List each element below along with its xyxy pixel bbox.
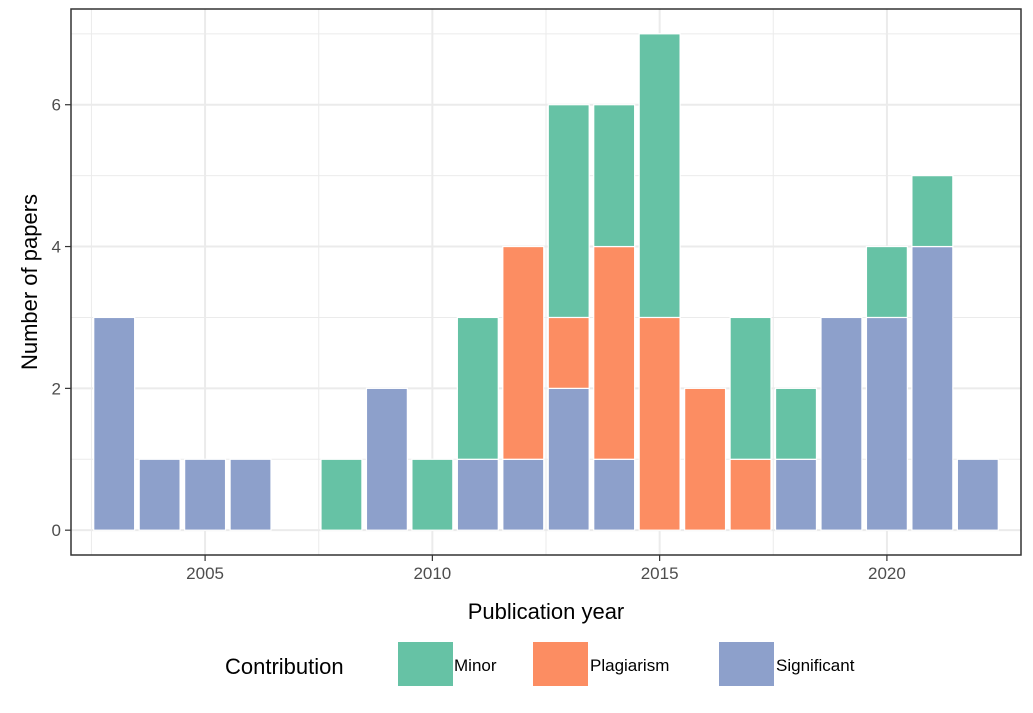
bar-plagiarism-2013 bbox=[547, 316, 590, 389]
legend-label-plagiarism: Plagiarism bbox=[590, 656, 669, 675]
bar-minor-2020 bbox=[865, 245, 908, 319]
legend-label-minor: Minor bbox=[454, 656, 497, 675]
y-tick-label: 0 bbox=[52, 521, 61, 540]
legend: Contribution Minor Plagiarism Significant bbox=[225, 642, 855, 686]
legend-key-significant bbox=[719, 642, 774, 686]
bar-significant-2009 bbox=[365, 387, 408, 531]
legend-title: Contribution bbox=[225, 654, 344, 679]
bar-minor-2018 bbox=[774, 387, 818, 460]
y-axis-title: Number of papers bbox=[17, 194, 42, 370]
plot-panel-border bbox=[70, 8, 1022, 556]
bar-minor-2014 bbox=[593, 104, 636, 248]
bar-significant-2012 bbox=[502, 458, 545, 531]
legend-label-significant: Significant bbox=[776, 656, 855, 675]
bar-minor-2015 bbox=[638, 33, 681, 319]
x-tick-label: 2005 bbox=[186, 564, 224, 583]
x-tick-label: 2015 bbox=[641, 564, 679, 583]
bar-significant-2004 bbox=[138, 458, 181, 531]
x-tick-label: 2020 bbox=[868, 564, 906, 583]
x-tick-label: 2010 bbox=[413, 564, 451, 583]
bar-minor-2021 bbox=[911, 175, 954, 248]
bar-plagiarism-2015 bbox=[638, 316, 681, 531]
bar-significant-2018 bbox=[774, 458, 818, 531]
bar-significant-2014 bbox=[593, 458, 636, 531]
bar-minor-2013 bbox=[547, 104, 590, 319]
y-tick-label: 4 bbox=[52, 238, 61, 257]
bar-plagiarism-2014 bbox=[593, 245, 636, 460]
y-tick-label: 2 bbox=[52, 379, 61, 398]
bar-significant-2020 bbox=[865, 316, 908, 531]
bar-significant-2019 bbox=[820, 316, 863, 531]
bar-significant-2005 bbox=[184, 458, 227, 531]
bar-plagiarism-2016 bbox=[684, 387, 727, 531]
bar-minor-2011 bbox=[456, 316, 499, 460]
bar-minor-2010 bbox=[411, 458, 454, 531]
x-axis-title: Publication year bbox=[468, 599, 625, 624]
bar-significant-2021 bbox=[911, 245, 954, 531]
bar-significant-2011 bbox=[456, 458, 499, 531]
legend-key-minor bbox=[398, 642, 453, 686]
bar-significant-2013 bbox=[547, 387, 590, 531]
bar-significant-2006 bbox=[229, 458, 272, 531]
bar-significant-2022 bbox=[956, 458, 999, 531]
bar-plagiarism-2017 bbox=[729, 458, 772, 531]
legend-key-plagiarism bbox=[533, 642, 588, 686]
bar-minor-2017 bbox=[729, 316, 772, 460]
bar-plagiarism-2012 bbox=[502, 245, 545, 460]
y-tick-label: 6 bbox=[52, 96, 61, 115]
bar-significant-2003 bbox=[93, 316, 136, 531]
bar-minor-2008 bbox=[320, 458, 363, 531]
